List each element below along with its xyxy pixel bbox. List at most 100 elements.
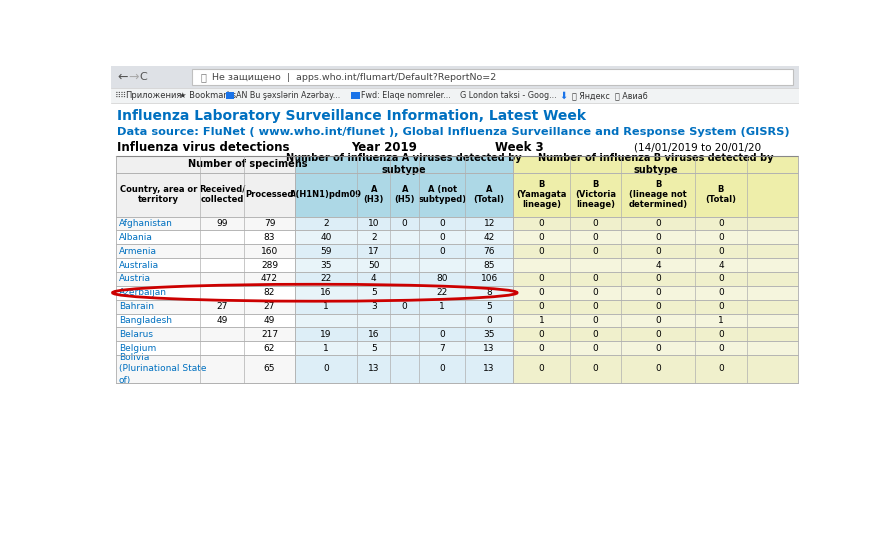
Bar bbox=[111, 66, 799, 88]
Text: Albania: Albania bbox=[119, 233, 153, 242]
Text: Year 2019: Year 2019 bbox=[352, 142, 417, 154]
Bar bbox=[295, 244, 513, 258]
Text: 0: 0 bbox=[539, 274, 544, 283]
Text: 0: 0 bbox=[718, 330, 724, 339]
Text: 0: 0 bbox=[402, 219, 408, 228]
Text: 4: 4 bbox=[371, 274, 377, 283]
Text: Influenza virus detections: Influenza virus detections bbox=[117, 142, 289, 154]
Bar bbox=[513, 341, 798, 355]
Text: 0: 0 bbox=[655, 288, 661, 298]
Text: A
(H3): A (H3) bbox=[363, 185, 384, 204]
Text: 16: 16 bbox=[368, 330, 379, 339]
Text: →: → bbox=[128, 71, 139, 84]
Text: Bolivia
(Plurinational State
of): Bolivia (Plurinational State of) bbox=[119, 353, 206, 384]
Text: Number of specimens: Number of specimens bbox=[187, 159, 307, 169]
Text: 0: 0 bbox=[539, 302, 544, 311]
Bar bbox=[513, 217, 798, 231]
Text: ★ Bookmarks: ★ Bookmarks bbox=[179, 91, 236, 100]
Text: 0: 0 bbox=[592, 233, 599, 242]
Text: 13: 13 bbox=[483, 364, 495, 373]
Text: 472: 472 bbox=[261, 274, 278, 283]
Text: 0: 0 bbox=[592, 274, 599, 283]
Text: 0: 0 bbox=[718, 219, 724, 228]
Text: 0: 0 bbox=[655, 343, 661, 353]
Text: 50: 50 bbox=[368, 260, 379, 269]
Text: 27: 27 bbox=[217, 302, 228, 311]
Bar bbox=[513, 327, 798, 341]
Text: Fwd: Elaqe nomreler...: Fwd: Elaqe nomreler... bbox=[361, 91, 451, 100]
Bar bbox=[513, 272, 798, 286]
Bar bbox=[513, 244, 798, 258]
Text: 59: 59 bbox=[321, 247, 332, 255]
Text: 8: 8 bbox=[487, 288, 492, 298]
Text: 0: 0 bbox=[718, 343, 724, 353]
Text: 160: 160 bbox=[261, 247, 278, 255]
Text: 0: 0 bbox=[402, 302, 408, 311]
Text: 0: 0 bbox=[440, 233, 445, 242]
Text: 217: 217 bbox=[261, 330, 278, 339]
Text: 35: 35 bbox=[483, 330, 495, 339]
Text: 📄 Авиаб: 📄 Авиаб bbox=[614, 91, 647, 100]
Text: 79: 79 bbox=[264, 219, 275, 228]
Bar bbox=[116, 286, 295, 300]
Text: Country, area or
territory: Country, area or territory bbox=[120, 185, 197, 204]
Text: 13: 13 bbox=[483, 343, 495, 353]
Text: 80: 80 bbox=[437, 274, 448, 283]
Text: 0: 0 bbox=[323, 364, 329, 373]
Text: 40: 40 bbox=[321, 233, 332, 242]
Text: 0: 0 bbox=[655, 219, 661, 228]
Text: 7: 7 bbox=[440, 343, 445, 353]
Text: 4: 4 bbox=[718, 260, 724, 269]
Text: 12: 12 bbox=[483, 219, 495, 228]
Bar bbox=[295, 217, 513, 231]
Text: 289: 289 bbox=[261, 260, 278, 269]
Text: B
(lineage not
determined): B (lineage not determined) bbox=[629, 180, 687, 210]
Bar bbox=[116, 272, 295, 286]
Bar bbox=[295, 156, 513, 173]
Text: Number of influenza B viruses detected by
subtype: Number of influenza B viruses detected b… bbox=[538, 153, 773, 175]
Text: 0: 0 bbox=[718, 364, 724, 373]
Text: 0: 0 bbox=[487, 316, 492, 325]
Bar bbox=[295, 314, 513, 327]
Text: Week 3: Week 3 bbox=[495, 142, 543, 154]
Bar bbox=[116, 244, 295, 258]
Text: 0: 0 bbox=[539, 330, 544, 339]
Text: A
(H5): A (H5) bbox=[394, 185, 415, 204]
Bar bbox=[513, 231, 798, 244]
Text: 0: 0 bbox=[592, 343, 599, 353]
Text: 1: 1 bbox=[539, 316, 544, 325]
Bar bbox=[295, 341, 513, 355]
Text: 0: 0 bbox=[539, 219, 544, 228]
Text: 5: 5 bbox=[371, 288, 377, 298]
Text: B
(Victoria
lineage): B (Victoria lineage) bbox=[575, 180, 616, 210]
Bar bbox=[513, 258, 798, 272]
Text: 82: 82 bbox=[264, 288, 275, 298]
Text: 0: 0 bbox=[655, 233, 661, 242]
Text: B
(Total): B (Total) bbox=[705, 185, 736, 204]
Text: A
(Total): A (Total) bbox=[473, 185, 504, 204]
Text: Bangladesh: Bangladesh bbox=[119, 316, 171, 325]
Text: 0: 0 bbox=[592, 330, 599, 339]
Text: 85: 85 bbox=[483, 260, 495, 269]
Text: 4: 4 bbox=[655, 260, 661, 269]
Bar bbox=[513, 314, 798, 327]
Bar bbox=[295, 355, 513, 383]
Text: 0: 0 bbox=[718, 274, 724, 283]
Bar bbox=[116, 355, 295, 383]
Text: 1: 1 bbox=[323, 302, 329, 311]
Bar bbox=[295, 286, 513, 300]
Text: ⠿⠿: ⠿⠿ bbox=[115, 91, 127, 100]
Text: 0: 0 bbox=[592, 219, 599, 228]
Text: 0: 0 bbox=[592, 364, 599, 373]
Text: 0: 0 bbox=[718, 288, 724, 298]
Text: Received/
collected: Received/ collected bbox=[199, 185, 245, 204]
Text: 0: 0 bbox=[718, 247, 724, 255]
Bar bbox=[116, 341, 295, 355]
Bar bbox=[513, 156, 798, 173]
Bar bbox=[513, 173, 798, 217]
Bar bbox=[295, 173, 513, 217]
Text: ⓘ: ⓘ bbox=[200, 72, 206, 82]
Text: 0: 0 bbox=[592, 288, 599, 298]
Text: G London taksi - Goog...: G London taksi - Goog... bbox=[460, 91, 557, 100]
Text: Afghanistan: Afghanistan bbox=[119, 219, 172, 228]
